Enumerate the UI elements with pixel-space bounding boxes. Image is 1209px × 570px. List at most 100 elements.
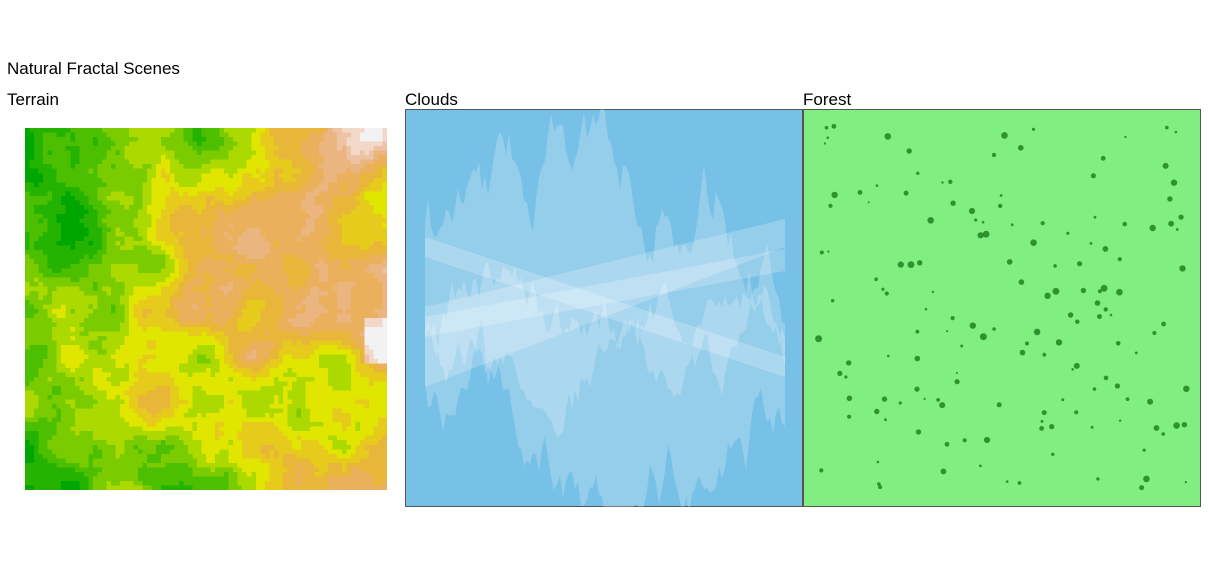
tree-point [897, 261, 904, 268]
clouds-plot [405, 109, 803, 507]
tree-point [823, 142, 826, 145]
tree-point [827, 250, 830, 253]
tree-point [1125, 397, 1130, 401]
tree-point [1071, 368, 1074, 371]
tree-point [1055, 339, 1063, 346]
tree-point [1103, 375, 1109, 381]
tree-point [931, 290, 935, 294]
tree-point [1173, 422, 1180, 429]
tree-point [824, 125, 829, 130]
tree-point [1161, 321, 1166, 327]
tree-point [831, 299, 835, 303]
tree-point [1073, 362, 1080, 369]
clouds-panel-title: Clouds [405, 90, 458, 109]
tree-point [1149, 224, 1156, 232]
tree-point [1033, 328, 1041, 336]
tree-point [837, 370, 843, 376]
tree-point [979, 333, 987, 341]
tree-point [1153, 425, 1160, 431]
tree-point [1139, 485, 1145, 491]
tree-point [991, 152, 997, 158]
tree-point [906, 148, 912, 154]
tree-point [1134, 351, 1138, 355]
cloud-ribbon [425, 237, 785, 377]
tree-point [1118, 419, 1122, 422]
tree-point [954, 379, 960, 385]
chart-title: Natural Fractal Scenes [7, 59, 180, 78]
tree-point [815, 335, 823, 343]
tree-point [1161, 432, 1165, 436]
tree-point [846, 395, 853, 402]
tree-point [916, 171, 920, 175]
tree-point [1181, 422, 1188, 428]
tree-point [1178, 214, 1184, 220]
tree-point [1040, 419, 1044, 423]
tree-point [1006, 259, 1013, 265]
tree-point [898, 401, 902, 405]
tree-point [946, 330, 949, 333]
tree-point [857, 190, 863, 195]
tree-point [915, 429, 922, 435]
tree-point [1018, 279, 1025, 285]
tree-point [887, 354, 890, 358]
tree-point [1114, 383, 1120, 389]
tree-point [962, 438, 967, 443]
tree-point [1092, 387, 1097, 391]
tree-point [1077, 261, 1083, 267]
tree-point [1109, 313, 1113, 317]
tree-point [903, 190, 909, 196]
tree-point [1152, 331, 1157, 335]
tree-point [999, 194, 1003, 197]
tree-point [969, 322, 976, 329]
tree-point [927, 217, 934, 224]
tree-point [1052, 287, 1060, 295]
tree-point [1066, 231, 1070, 235]
tree-point [968, 207, 976, 215]
tree-point [1162, 162, 1169, 169]
tree-point [819, 468, 824, 473]
cloud-ribbon [425, 249, 785, 337]
tree-point [940, 468, 947, 475]
tree-point [1102, 246, 1109, 252]
forest-plot [803, 109, 1201, 507]
tree-point [948, 179, 953, 184]
tree-point [1075, 319, 1080, 324]
tree-point [1170, 179, 1178, 186]
tree-point [1039, 426, 1044, 431]
tree-point [979, 464, 982, 468]
tree-point [1097, 314, 1102, 319]
tree-point [874, 277, 878, 281]
tree-point [923, 397, 926, 400]
tree-point [1143, 475, 1150, 483]
tree-point [844, 375, 848, 379]
tree-point [828, 203, 833, 208]
tree-point [907, 261, 915, 268]
tree-point [1184, 481, 1187, 484]
tree-point [1094, 300, 1101, 306]
tree-point [992, 327, 996, 331]
tree-point [1010, 223, 1014, 227]
tree-point [1147, 398, 1154, 405]
forest-panel-title: Forest [803, 90, 852, 109]
tree-point [867, 201, 870, 204]
tree-point [1117, 257, 1122, 262]
tree-point [1025, 341, 1029, 346]
tree-point [876, 460, 880, 464]
tree-point [1090, 425, 1094, 429]
tree-point [1044, 292, 1051, 299]
tree-point [874, 408, 880, 415]
tree-point [1005, 480, 1009, 483]
tree-point [884, 418, 887, 422]
tree-point [884, 133, 892, 140]
tree-point [1019, 349, 1026, 356]
tree-point [1090, 173, 1096, 179]
tree-point [982, 230, 990, 238]
tree-point [924, 307, 928, 311]
tree-point [1067, 312, 1074, 318]
tree-point [1168, 220, 1174, 227]
tree-point [1167, 196, 1173, 202]
tree-point [1100, 155, 1106, 161]
tree-point [1089, 242, 1093, 245]
tree-point [1018, 145, 1024, 151]
tree-point [831, 123, 837, 129]
